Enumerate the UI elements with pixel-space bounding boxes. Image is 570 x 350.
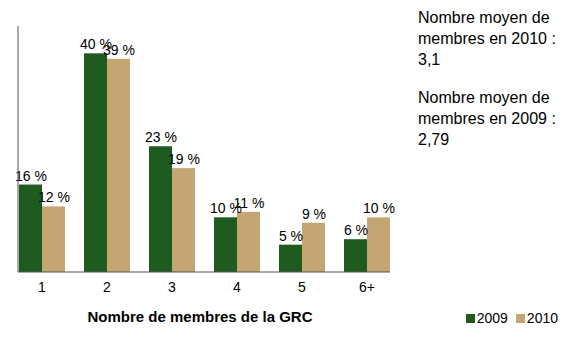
html-text:Nombre de membres de la GRC: Nombre de membres de la GRC — [87, 308, 313, 325]
svg-text:40 %: 40 % — [80, 36, 112, 53]
svg-text:11 %: 11 % — [234, 195, 265, 211]
svg-text:23 %: 23 % — [145, 129, 177, 145]
svg-text:19 %: 19 % — [168, 151, 200, 167]
svg-text:6+: 6+ — [359, 279, 375, 295]
svg-text:2: 2 — [103, 279, 111, 295]
svg-text:12 %: 12 % — [38, 189, 70, 205]
svg-text:16 %: 16 % — [15, 168, 47, 184]
html-text:2010: 2010 — [526, 310, 558, 326]
svg-text:1: 1 — [38, 279, 46, 295]
svg-text:10 %: 10 % — [210, 200, 242, 217]
svg-text:10 %: 10 % — [363, 200, 395, 216]
svg-text:3: 3 — [168, 279, 176, 295]
svg-text:9 %: 9 % — [302, 206, 326, 222]
html-text:Nombre moyen de membres en 200: Nombre moyen de membres en 2009 : 2,79 — [418, 89, 556, 148]
svg-text:6 %: 6 % — [344, 222, 368, 238]
svg-text:4: 4 — [233, 279, 241, 295]
svg-text:5 %: 5 % — [279, 228, 303, 244]
html-text:Nombre moyen de membres en 201: Nombre moyen de membres en 2010 : 3,1 — [418, 9, 556, 68]
svg-text:5: 5 — [298, 279, 306, 295]
svg-text:39 %: 39 % — [103, 42, 135, 58]
html-text:2009: 2009 — [476, 310, 508, 326]
